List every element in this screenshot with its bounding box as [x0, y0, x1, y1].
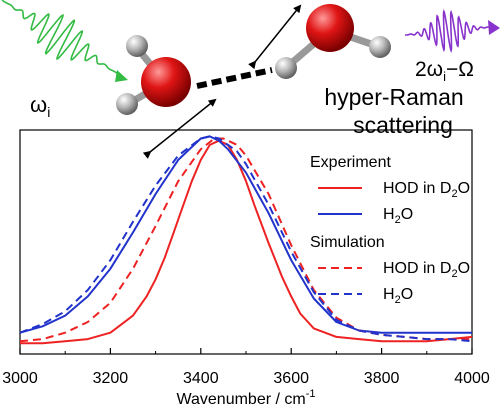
scattered-light-wave	[405, 9, 500, 53]
x-axis-label: Wavenumber / cm-1	[177, 388, 316, 408]
plot-area: 3000 3200 3400 3600 3800 4000	[2, 129, 490, 387]
legend-label-0: HOD in D2O	[383, 180, 470, 200]
scattered-wave-icon	[405, 9, 490, 53]
hydrogen-atom	[275, 57, 297, 79]
x-tick-label: 3400	[183, 370, 219, 387]
oxygen-atom	[306, 4, 354, 52]
hydrogen-atom	[116, 93, 138, 115]
hydrogen-atom	[126, 35, 148, 57]
hydrogen-bond	[196, 67, 273, 89]
x-tick-label: 3200	[93, 370, 129, 387]
legend-label-3: H2O	[383, 286, 413, 306]
legend-entries: HOD in D2O H2O HOD in D2O H2O	[318, 180, 470, 306]
incident-wave-icon	[1, 0, 119, 75]
vibration-arrow	[142, 98, 217, 159]
oxygen-atom	[141, 57, 191, 107]
x-tick-label: 3800	[364, 370, 400, 387]
x-tick-label: 3600	[273, 370, 309, 387]
legend-label-1: H2O	[383, 206, 413, 226]
incident-arrowhead-icon	[115, 70, 128, 82]
vibration-arrow	[248, 4, 302, 70]
series-line-3	[19, 135, 473, 343]
legend-group-title-simulation: Simulation	[310, 234, 385, 251]
series-line-2	[19, 137, 472, 343]
water-dimer-illustration	[116, 4, 391, 159]
incident-frequency-label: ωi	[30, 92, 50, 120]
x-tick-label: 3000	[2, 370, 38, 387]
legend-label-2: HOD in D2O	[383, 260, 470, 280]
hydrogen-atom	[369, 36, 391, 58]
x-axis-ticks: 3000 3200 3400 3600 3800 4000	[2, 348, 490, 387]
process-label-line2: scattering	[353, 112, 453, 138]
scattered-frequency-label: 2ωi−Ω	[415, 58, 474, 84]
incident-light-wave	[1, 0, 128, 82]
legend-group-title-experiment: Experiment	[310, 154, 391, 171]
x-tick-label: 4000	[454, 370, 490, 387]
scattered-arrowhead-icon	[488, 20, 500, 35]
curves	[19, 135, 473, 345]
process-label-line1: hyper-Raman	[324, 84, 463, 110]
